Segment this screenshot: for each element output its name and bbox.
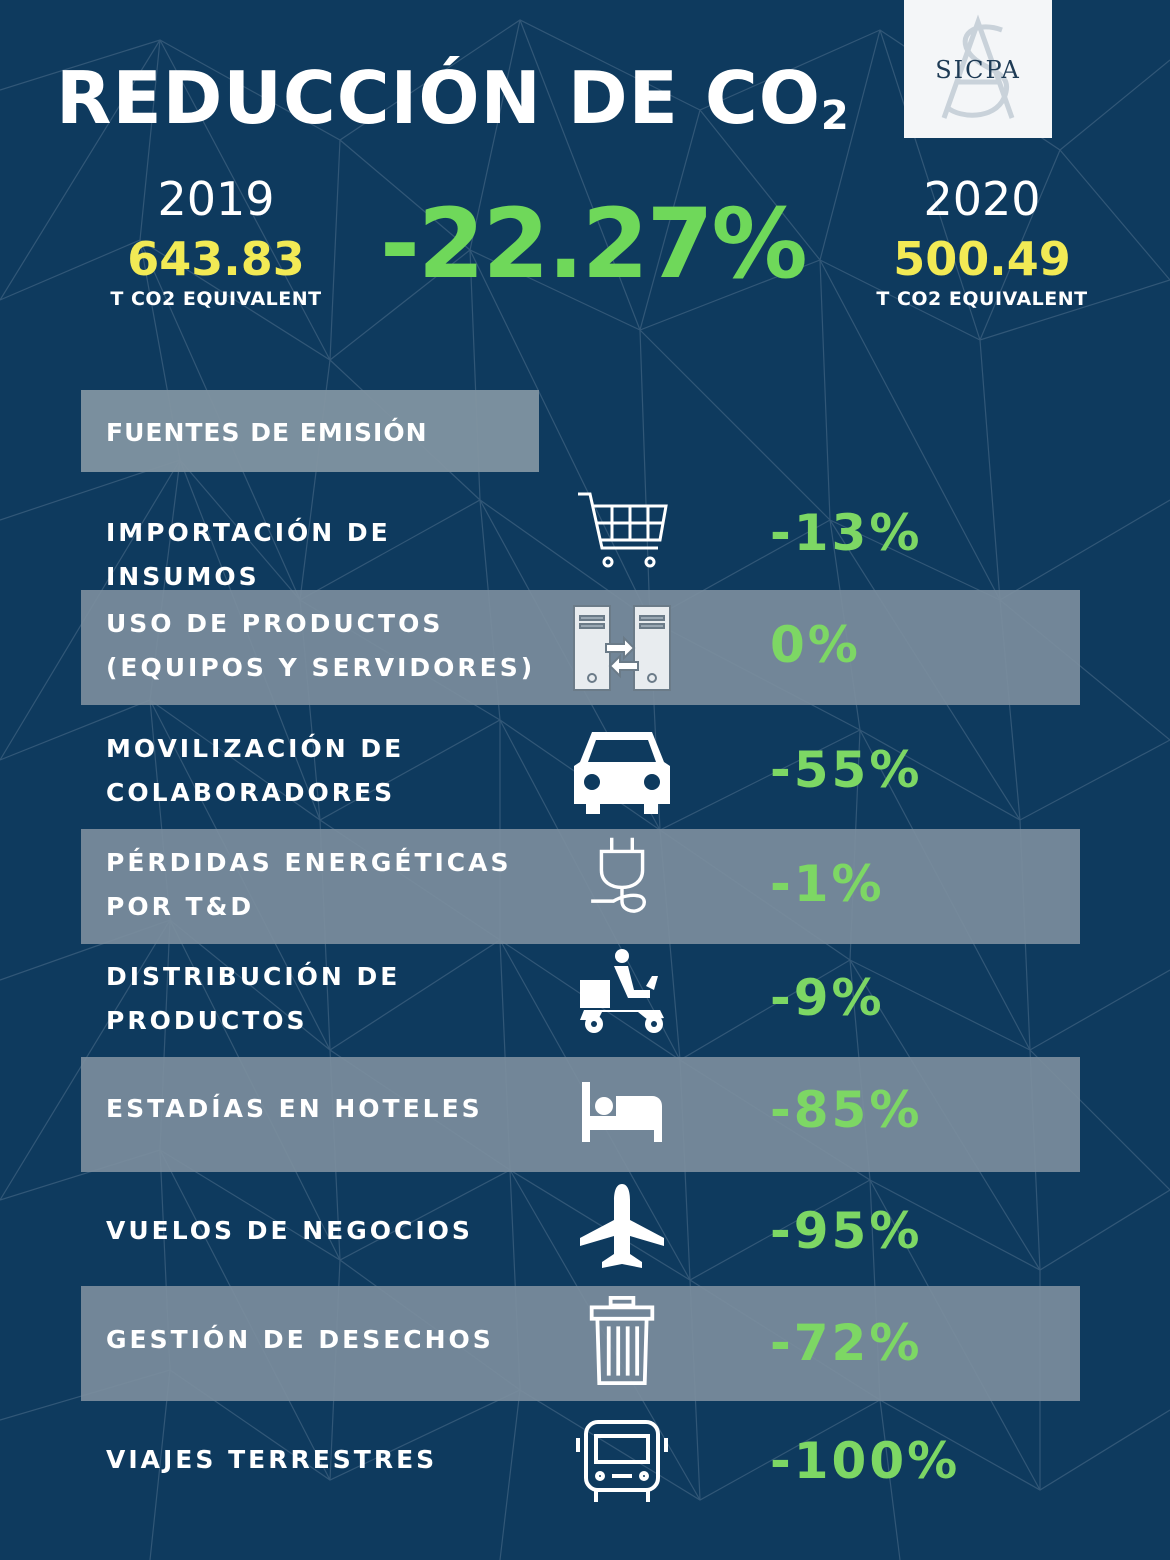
row-band	[81, 1286, 1080, 1401]
row-label-distribucion: DISTRIBUCIÓN DE PRODUCTOS	[106, 962, 401, 1035]
sources-header-box	[81, 390, 539, 472]
bed-icon	[582, 1082, 662, 1142]
year-2020-unit: T CO2 EQUIVALENT	[876, 288, 1088, 310]
page-title: REDUCCIÓN DE CO2	[56, 56, 850, 140]
year-2019-unit: T CO2 EQUIVALENT	[110, 288, 322, 310]
row-label-movilizacion: MOVILIZACIÓN DE COLABORADORES	[106, 734, 405, 807]
row-label-perdidas: PÉRDIDAS ENERGÉTICAS POR T&D	[106, 848, 512, 921]
row-value-uso-productos: 0%	[770, 616, 861, 674]
row-label-viajes: VIAJES TERRESTRES	[106, 1445, 438, 1474]
row-band	[81, 829, 1080, 944]
trash-can-icon	[589, 1296, 655, 1386]
year-2019-value: 643.83	[127, 232, 305, 286]
row-value-distribucion: -9%	[770, 969, 885, 1027]
row-label-importacion: IMPORTACIÓN DE INSUMOS	[106, 518, 391, 591]
sources-header-label: FUENTES DE EMISIÓN	[106, 418, 428, 447]
logo-monogram-icon	[941, 14, 1015, 119]
row-value-movilizacion: -55%	[770, 741, 923, 799]
row-label-desechos: GESTIÓN DE DESECHOS	[106, 1325, 494, 1354]
servers-icon	[573, 605, 671, 691]
airplane-icon	[580, 1184, 664, 1268]
row-value-viajes: -100%	[770, 1432, 961, 1490]
year-2019-label: 2019	[157, 172, 275, 226]
row-band	[81, 1057, 1080, 1172]
row-value-vuelos: -95%	[770, 1202, 923, 1260]
bus-icon	[576, 1420, 668, 1502]
sicpa-logo: SICPA	[904, 0, 1052, 138]
row-value-perdidas: -1%	[770, 855, 885, 913]
total-change-value: -22.27%	[380, 188, 808, 300]
year-2020-value: 500.49	[893, 232, 1071, 286]
plug-icon	[591, 837, 646, 913]
row-label-vuelos: VUELOS DE NEGOCIOS	[106, 1216, 473, 1245]
delivery-scooter-icon	[580, 949, 664, 1033]
shopping-cart-icon	[578, 492, 668, 568]
row-value-hoteles: -85%	[770, 1081, 923, 1139]
row-label-uso-productos: USO DE PRODUCTOS (EQUIPOS Y SERVIDORES)	[106, 609, 536, 682]
row-label-hoteles: ESTADÍAS EN HOTELES	[106, 1094, 483, 1123]
car-icon	[574, 732, 670, 814]
row-value-desechos: -72%	[770, 1314, 923, 1372]
row-value-importacion: -13%	[770, 504, 923, 562]
year-2020-label: 2020	[923, 172, 1041, 226]
